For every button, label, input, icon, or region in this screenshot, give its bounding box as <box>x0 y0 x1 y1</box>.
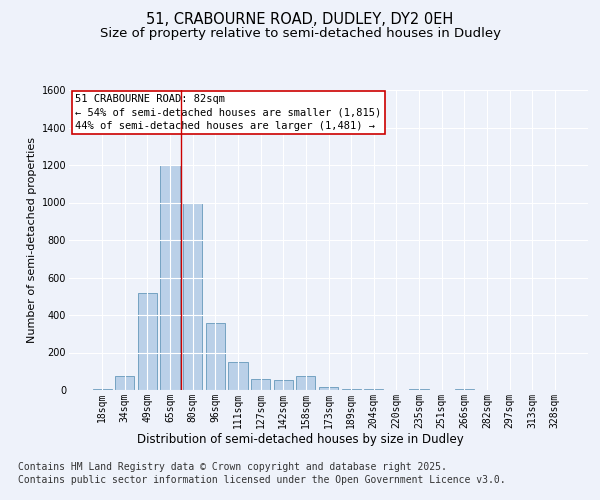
Bar <box>115 376 134 390</box>
Bar <box>183 202 202 390</box>
Bar <box>138 292 157 390</box>
Text: Contains public sector information licensed under the Open Government Licence v3: Contains public sector information licen… <box>18 475 506 485</box>
Bar <box>251 379 270 390</box>
Bar <box>206 322 225 390</box>
Text: 51, CRABOURNE ROAD, DUDLEY, DY2 0EH: 51, CRABOURNE ROAD, DUDLEY, DY2 0EH <box>146 12 454 28</box>
Text: Size of property relative to semi-detached houses in Dudley: Size of property relative to semi-detach… <box>100 28 500 40</box>
Bar <box>274 380 293 390</box>
Bar <box>409 389 428 390</box>
Text: 51 CRABOURNE ROAD: 82sqm
← 54% of semi-detached houses are smaller (1,815)
44% o: 51 CRABOURNE ROAD: 82sqm ← 54% of semi-d… <box>75 94 382 131</box>
Y-axis label: Number of semi-detached properties: Number of semi-detached properties <box>28 137 37 343</box>
Bar <box>364 389 383 390</box>
Bar <box>229 362 248 390</box>
Bar <box>341 389 361 390</box>
Bar <box>319 387 338 390</box>
Bar <box>160 165 180 390</box>
Bar <box>92 389 112 390</box>
Bar <box>296 376 316 390</box>
Text: Distribution of semi-detached houses by size in Dudley: Distribution of semi-detached houses by … <box>137 432 463 446</box>
Text: Contains HM Land Registry data © Crown copyright and database right 2025.: Contains HM Land Registry data © Crown c… <box>18 462 447 472</box>
